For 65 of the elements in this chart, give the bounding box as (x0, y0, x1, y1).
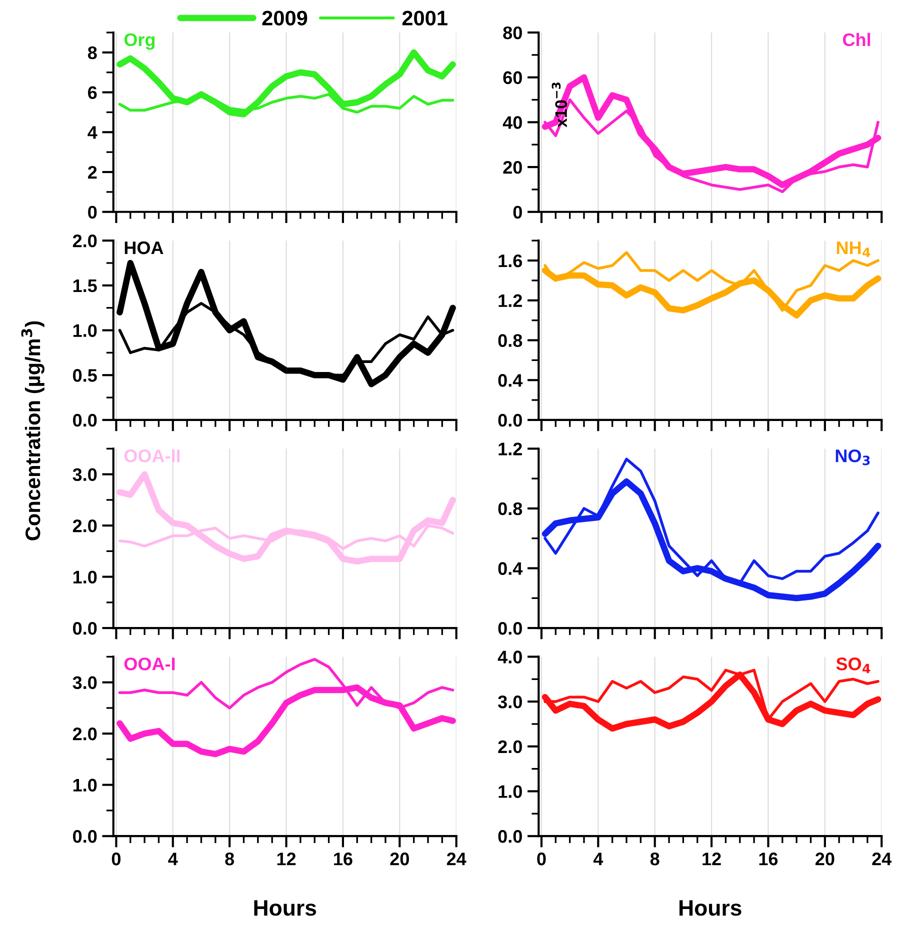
y-tick-label: 0.0 (73, 414, 97, 427)
y-tick-label: 2.0 (72, 234, 97, 248)
x-tick-label: 12 (277, 852, 296, 866)
x-axis-title: Hours (254, 900, 316, 916)
y-tick-label: 1.0 (498, 785, 522, 798)
chart-title: OOA-I (124, 658, 175, 670)
x-tick-label: 12 (702, 852, 721, 866)
y-tick-label: 6 (88, 86, 97, 100)
legend-label: 2001 (402, 10, 448, 26)
x-tick-label: 20 (816, 852, 834, 866)
y-tick-label: 0.4 (498, 374, 523, 387)
y-tick-label: 0.0 (498, 622, 522, 635)
y-tick-label: 2.0 (72, 519, 97, 532)
y-tick-label: 0.0 (498, 414, 522, 427)
x-axis-title: Hours (680, 900, 742, 916)
annotation: x10$^{−3}$ (552, 82, 567, 128)
legend-label: 2009 (262, 10, 308, 26)
y-tick-label: 1.2 (498, 294, 522, 307)
y-tick-label: 0 (88, 206, 97, 219)
x-tick-label: 16 (759, 852, 778, 866)
y-tick-label: 1.0 (73, 324, 97, 337)
y-tick-label: 0.5 (73, 369, 97, 382)
y-tick-label: 4.0 (498, 650, 522, 664)
chart-title: Chl (842, 32, 870, 46)
y-tick-label: 40 (502, 116, 522, 129)
chart-title: NO$_{3}$ (836, 449, 870, 466)
y-tick-label: 80 (503, 26, 522, 40)
y-tick-label: 20 (503, 160, 522, 174)
y-tick-label: 0 (513, 206, 522, 219)
chart-title: Org (124, 33, 155, 50)
y-tick-label: 3.0 (498, 696, 522, 708)
y-tick-label: 0.0 (73, 622, 97, 635)
y-tick-label: 1.2 (498, 442, 522, 456)
y-tick-label: 0.4 (498, 562, 523, 575)
x-tick-label: 16 (334, 852, 352, 866)
y-tick-label: 1.5 (73, 280, 97, 292)
x-tick-label: 8 (225, 852, 234, 866)
x-tick-label: 0 (537, 852, 546, 866)
x-tick-label: 24 (872, 852, 892, 866)
x-tick-label: 4 (593, 852, 604, 866)
y-tick-label: 0.0 (73, 830, 97, 843)
x-tick-label: 0 (112, 852, 120, 866)
y-tick-label: 4 (88, 126, 98, 139)
x-tick-label: 20 (390, 852, 409, 866)
x-tick-label: 24 (446, 852, 466, 866)
chart-title: SO$_{4}$ (836, 658, 870, 674)
y-tick-label: 3.0 (72, 676, 97, 690)
x-tick-label: 4 (168, 852, 178, 866)
chart-title: NH$_{4}$ (836, 242, 870, 257)
y-tick-label: 2.0 (498, 740, 522, 754)
y-tick-label: 0.8 (498, 502, 522, 516)
y-tick-label: 1.6 (498, 254, 522, 268)
chart-title: HOA (124, 241, 164, 254)
y-tick-label: 60 (503, 71, 522, 84)
y-tick-label: 1.0 (73, 778, 97, 792)
y-tick-label: 2 (88, 166, 97, 179)
y-tick-label: 3.0 (72, 468, 97, 482)
chart-title: OOA-II (124, 450, 180, 462)
y-tick-label: 0.8 (498, 334, 522, 347)
x-tick-label: 8 (650, 852, 660, 866)
y-tick-label: 1.0 (73, 570, 97, 584)
y-tick-label: 0.0 (498, 830, 522, 843)
y-tick-label: 2.0 (72, 728, 97, 740)
y-tick-label: 8 (88, 46, 97, 60)
y-axis-title: Concentration (µg/m$^{3}$) (21, 321, 44, 540)
